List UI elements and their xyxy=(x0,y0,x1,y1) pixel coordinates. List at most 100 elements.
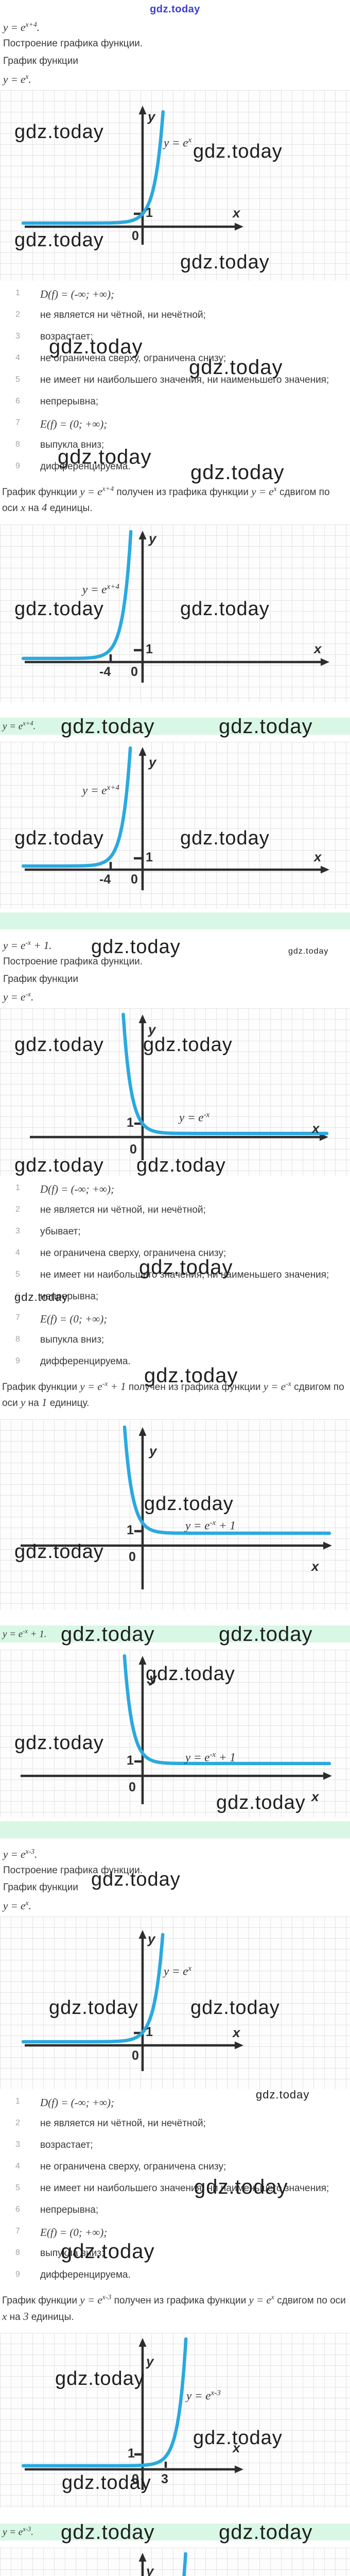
property-number: 7 xyxy=(15,418,20,427)
tick-label-1: 1 xyxy=(146,205,153,220)
graph-svg xyxy=(21,2337,243,2490)
separator-bar xyxy=(0,912,350,929)
property-number: 5 xyxy=(15,375,20,384)
property-text: дифференцируема. xyxy=(40,1355,131,1367)
property-text: выпукла вниз; xyxy=(40,439,104,450)
function-curve xyxy=(182,2552,187,2576)
property-text: D(f) = (-∞; +∞); xyxy=(40,1182,114,1195)
tick-label-1: 1 xyxy=(127,1522,134,1537)
property-item: 1 D(f) = (-∞; +∞); xyxy=(0,2096,350,2118)
graph-of-line: График функции xyxy=(3,55,79,66)
site-header-link[interactable]: gdz.today xyxy=(150,4,200,15)
property-item: 7 E(f) = (0; +∞); xyxy=(0,418,350,439)
axis-label-x: x xyxy=(233,2025,240,2041)
axis-label-y: y xyxy=(146,2563,154,2576)
property-text: непрерывна; xyxy=(40,1291,99,1302)
tick-label-0: 0 xyxy=(132,228,139,243)
property-text: дифференцируема. xyxy=(40,461,131,472)
property-item: 2 не является ни чётной, ни нечётной; xyxy=(0,2118,350,2140)
function-curve xyxy=(21,110,165,225)
property-item: 8 выпукла вниз; xyxy=(0,1334,350,1356)
axis-label-y: y xyxy=(149,1670,157,1686)
intro: y = e-x + 1. Построение графика функции. Г… xyxy=(0,936,350,1008)
y-axis-arrowhead xyxy=(138,530,147,539)
property-item: 5 не имеет ни наибольшего значения, ни на… xyxy=(0,1269,350,1291)
tick-label-0: 0 xyxy=(132,2472,139,2487)
x-axis-arrowhead xyxy=(321,658,329,666)
answer-graph-wrap: y = e-x + 1 x y 1 0 gdz.today gdz.today gdz.tod… xyxy=(0,1642,350,1821)
tick-label--4: -4 xyxy=(99,872,111,887)
given-formula: y = ex-3. xyxy=(3,1847,38,1860)
graph-svg xyxy=(21,1654,332,1804)
property-text: не имеет ни наибольшего значения, ни наи… xyxy=(40,374,329,385)
watermark: gdz.today xyxy=(219,1622,313,1646)
axis-label-y: y xyxy=(148,108,155,124)
answer-formula: y = e-x + 1. xyxy=(3,1627,47,1639)
property-item: 4 не ограничена сверху, ограничена снизу; xyxy=(0,2161,350,2183)
answer-bar: y = ex+4. gdz.today gdz.today xyxy=(0,715,350,738)
watermark: gdz.today xyxy=(61,715,155,738)
property-text: выпукла вниз; xyxy=(40,1334,104,1345)
y-axis-arrowhead xyxy=(138,105,147,114)
tick-label-1: 1 xyxy=(146,850,153,865)
property-number: 2 xyxy=(15,2119,20,2128)
property-number: 4 xyxy=(15,353,20,362)
graph-svg xyxy=(21,746,329,890)
answer-block: y = ex+4. gdz.today gdz.today y = ex+4 x y 1 -4… xyxy=(0,715,350,929)
tick-label-1: 1 xyxy=(128,2446,135,2461)
graph-svg xyxy=(21,530,329,683)
graph-base: y = e-x x y 1 0 gdz.today gdz.today gdz.today gd… xyxy=(0,1008,350,1176)
function-curve xyxy=(121,1012,329,1135)
axis-label-x: x xyxy=(311,1558,319,1574)
property-text: не имеет ни наибольшего значения, ни наи… xyxy=(40,1269,329,1280)
graph-svg xyxy=(21,105,243,245)
property-number: 9 xyxy=(15,461,20,470)
property-text: E(f) = (0; +∞); xyxy=(40,1312,108,1325)
property-text: не ограничена сверху, ограничена снизу; xyxy=(40,2161,226,2173)
given-formula: y = ex+4. xyxy=(3,21,40,33)
conclusion: График функции y = ex-3 получен из графи… xyxy=(2,2293,346,2323)
property-number: 6 xyxy=(15,396,20,405)
answer-bar: y = ex-3. gdz.today gdz.today xyxy=(0,2522,350,2543)
x-axis-arrowhead xyxy=(235,223,243,231)
axis-label-y: y xyxy=(149,1443,157,1459)
x-axis-arrowhead xyxy=(323,1772,332,1780)
property-number: 5 xyxy=(15,2183,20,2193)
property-number: 1 xyxy=(15,2097,20,2106)
graph-result: y = ex+4 x y 1 -4 0 gdz.today gdz.today xyxy=(0,524,350,702)
graph-result: y = e-x + 1 x y 1 0 gdz.today gdz.today xyxy=(0,1419,350,1610)
x-axis-arrowhead xyxy=(321,866,329,874)
property-item: 6 непрерывна; xyxy=(0,396,350,418)
curve-label: y = ex+4 xyxy=(82,582,119,596)
watermark: gdz.today xyxy=(61,1622,155,1646)
tick-label-0: 0 xyxy=(131,664,138,679)
property-number: 6 xyxy=(15,2205,20,2214)
answer-graph-wrap: y = ex+4 x y 1 -4 0 gdz.today gdz.today xyxy=(0,734,350,912)
curve-label: y = ex xyxy=(164,135,192,149)
property-item: 8 выпукла вниз; xyxy=(0,439,350,461)
problem-3: y = ex-3. Построение графика функции. Граф… xyxy=(0,1845,350,2576)
property-text: D(f) = (-∞; +∞); xyxy=(40,287,114,300)
curve-label: y = ex xyxy=(164,1964,192,1978)
property-number: 9 xyxy=(15,2270,20,2279)
intro: y = ex-3. Построение графика функции. Граф… xyxy=(0,1845,350,1917)
tick-label-0: 0 xyxy=(131,872,138,887)
curve-label: y = e-x + 1 xyxy=(185,1750,236,1764)
graph-svg xyxy=(21,1930,243,2072)
property-number: 7 xyxy=(15,1313,20,1322)
property-text: непрерывна; xyxy=(40,2205,99,2216)
construct-line: Построение графика функции. xyxy=(3,956,143,968)
axis-label-y: y xyxy=(149,754,156,770)
property-item: 2 не является ни чётной, ни нечётной; xyxy=(0,310,350,331)
property-text: убывает; xyxy=(40,1226,81,1237)
watermark: gdz.today xyxy=(219,715,313,738)
property-number: 8 xyxy=(15,1334,20,1344)
property-text: не ограничена сверху, ограничена снизу; xyxy=(40,1247,226,1259)
problem-1: y = ex+4. Построение графика функции. Граф… xyxy=(0,18,350,929)
graph-result: y = ex-3 x y 1 0 3 gdz.today gdz.today gdz.today xyxy=(0,2333,350,2509)
tick-label-3: 3 xyxy=(161,2472,168,2487)
property-item: 4 не ограничена сверху, ограничена снизу; xyxy=(0,1248,350,1269)
property-item: 9 дифференцируема. xyxy=(0,2269,350,2291)
property-number: 7 xyxy=(15,2227,20,2236)
